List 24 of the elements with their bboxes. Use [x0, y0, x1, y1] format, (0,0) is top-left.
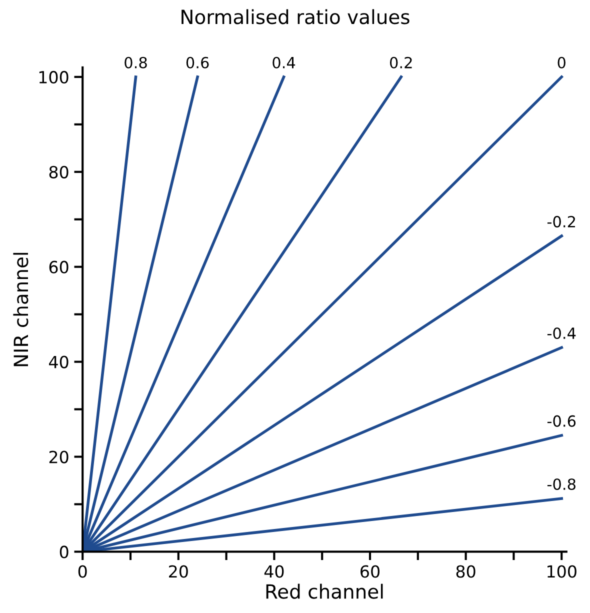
y-axis-title: NIR channel — [13, 252, 28, 366]
x-tick-label: 20 — [169, 565, 188, 578]
x-tick-label: 0 — [78, 565, 87, 578]
x-tick-label: 60 — [360, 565, 380, 578]
y-tick-label: 0 — [60, 546, 68, 558]
x-tick-label: 40 — [264, 565, 284, 578]
y-tick-label: 60 — [49, 260, 68, 274]
series-label: 0.2 — [390, 56, 412, 68]
series-label: 0.4 — [272, 56, 296, 68]
x-axis-title: Red channel — [266, 584, 383, 599]
y-tick-label: 100 — [39, 70, 68, 84]
x-tick-label: 80 — [456, 565, 476, 578]
x-tick-label: 100 — [548, 565, 576, 578]
series-label: -0.2 — [547, 216, 575, 228]
series-label: -0.4 — [547, 327, 576, 340]
series-label: 0.8 — [124, 56, 147, 68]
y-tick-label: 20 — [49, 450, 68, 464]
series-label: -0.8 — [547, 478, 576, 490]
y-tick-label: 40 — [49, 356, 68, 368]
chart-title: Normalised ratio values — [182, 9, 410, 24]
y-tick-label: 80 — [49, 166, 68, 178]
series-label: 0.6 — [186, 56, 209, 68]
series-label: -0.6 — [547, 415, 576, 427]
series-label: 0 — [558, 56, 566, 68]
